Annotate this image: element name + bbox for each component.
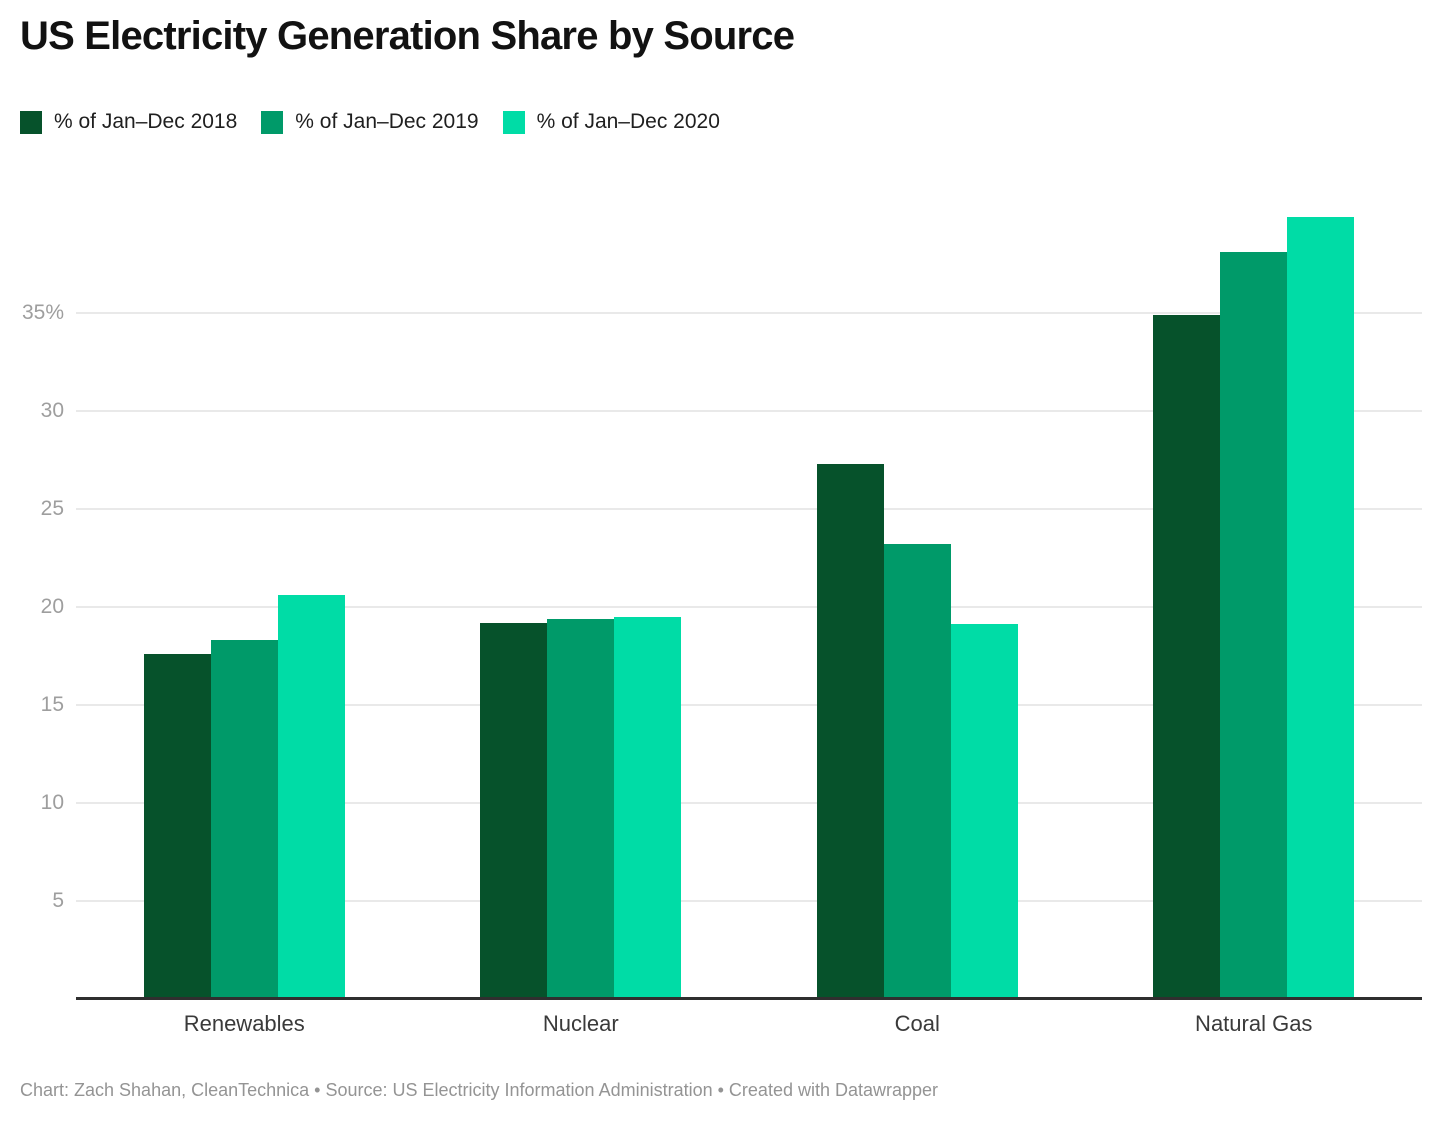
bar-renewables-of-jan-dec-2020[interactable] — [277, 595, 345, 999]
y-tick-label-25: 25 — [40, 496, 64, 520]
bar-renewables-of-jan-dec-2019[interactable] — [210, 640, 278, 999]
bar-nuclear-of-jan-dec-2019[interactable] — [547, 618, 615, 999]
gridline-35 — [76, 311, 1422, 314]
bar-coal-of-jan-dec-2020[interactable] — [950, 624, 1018, 999]
chart-title: US Electricity Generation Share by Sourc… — [20, 14, 795, 58]
gridline-10 — [76, 801, 1422, 804]
bar-nuclear-of-jan-dec-2018[interactable] — [480, 622, 548, 999]
y-tick-label-35: 35% — [21, 300, 64, 324]
gridline-15 — [76, 703, 1422, 706]
bar-coal-of-jan-dec-2018[interactable] — [816, 463, 884, 999]
gridline-30 — [76, 409, 1422, 412]
y-tick-label-15: 15 — [40, 692, 64, 716]
x-axis-line — [76, 997, 1422, 1000]
x-category-label-nuclear: Nuclear — [542, 1011, 619, 1036]
bar-coal-of-jan-dec-2019[interactable] — [883, 544, 951, 999]
x-category-label-renewables: Renewables — [183, 1011, 305, 1036]
legend-item-of-jan-dec-2018: % of Jan–Dec 2018 — [20, 110, 237, 134]
chart-footer-attribution: Chart: Zach Shahan, CleanTechnica • Sour… — [20, 1080, 939, 1100]
bar-nuclear-of-jan-dec-2020[interactable] — [614, 616, 682, 999]
gridline-5 — [76, 899, 1422, 902]
x-category-label-natural-gas: Natural Gas — [1195, 1011, 1313, 1036]
y-axis-tick-labels: 5 10 15 20 25 30 35% — [0, 195, 64, 999]
legend-label: % of Jan–Dec 2020 — [536, 110, 720, 133]
y-tick-label-20: 20 — [40, 594, 64, 618]
legend-label: % of Jan–Dec 2018 — [54, 110, 238, 133]
bar-natural-gas-of-jan-dec-2020[interactable] — [1287, 216, 1355, 999]
legend-swatch-icon — [20, 110, 42, 134]
plot-area — [76, 195, 1422, 999]
legend-item-of-jan-dec-2020: % of Jan–Dec 2020 — [502, 110, 720, 134]
legend: % of Jan–Dec 2018 % of Jan–Dec 2019 % of J… — [20, 110, 720, 134]
x-category-label-coal: Coal — [894, 1011, 940, 1036]
legend-swatch-icon — [261, 110, 284, 134]
y-tick-label-5: 5 — [52, 888, 64, 912]
gridline-20 — [76, 605, 1422, 608]
legend-label: % of Jan–Dec 2019 — [295, 110, 479, 133]
legend-swatch-icon — [502, 110, 525, 134]
gridline-25 — [76, 507, 1422, 510]
legend-item-of-jan-dec-2019: % of Jan–Dec 2019 — [261, 110, 479, 134]
bar-renewables-of-jan-dec-2018[interactable] — [143, 653, 211, 999]
bar-natural-gas-of-jan-dec-2018[interactable] — [1153, 314, 1221, 999]
y-tick-label-10: 10 — [40, 790, 64, 814]
x-axis-category-labels: Renewables Nuclear Coal Natural Gas — [76, 1011, 1422, 1041]
bar-natural-gas-of-jan-dec-2019[interactable] — [1220, 251, 1288, 999]
y-tick-label-30: 30 — [40, 398, 64, 422]
